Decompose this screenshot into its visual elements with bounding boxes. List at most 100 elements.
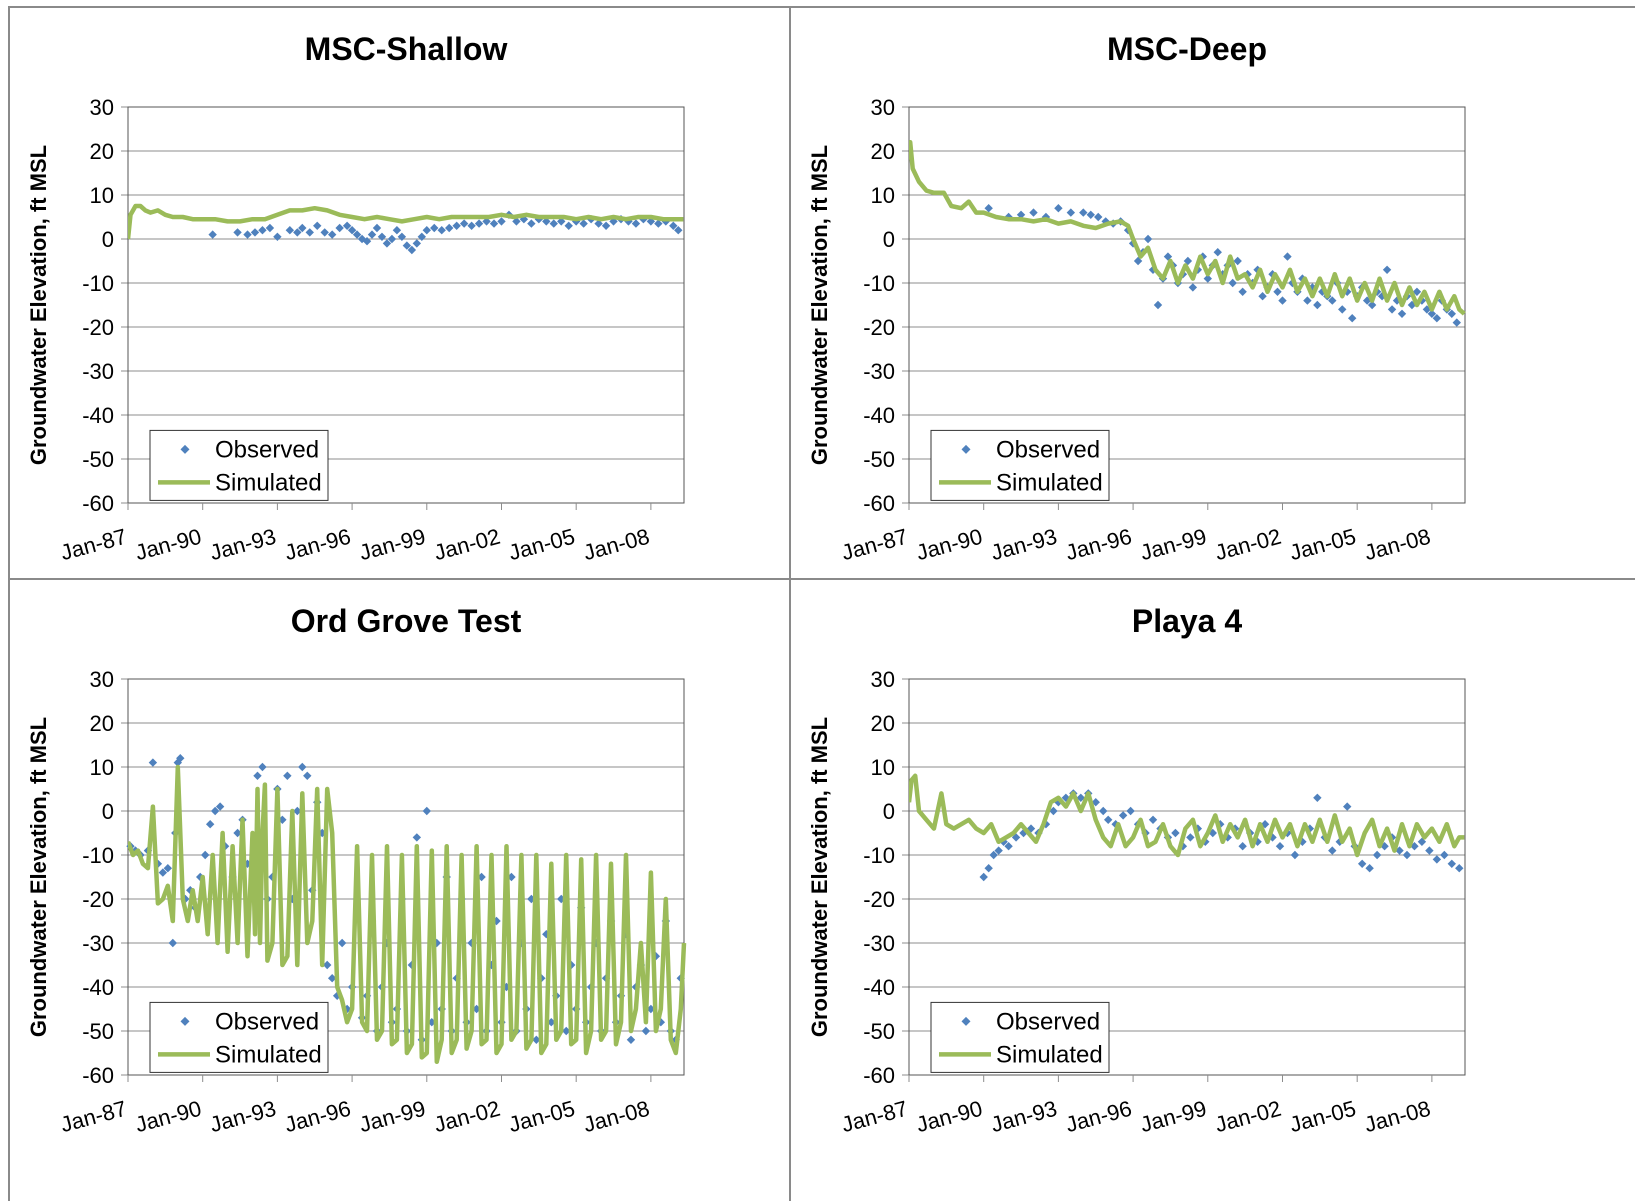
chart-title: Ord Grove Test [291,603,522,639]
data-point [989,850,998,860]
data-point [258,226,267,235]
data-point [1395,846,1404,855]
data-point [205,820,215,829]
data-point [352,230,362,239]
data-point [422,806,431,816]
data-point [1427,309,1437,318]
data-point [168,938,178,948]
data-point [1238,842,1247,851]
data-point [984,864,993,873]
data-point [382,239,392,248]
data-point [1133,256,1143,266]
y-tick-label: 30 [871,667,895,692]
data-point [322,960,332,970]
data-point [417,232,427,241]
y-tick-label: -20 [863,887,895,912]
data-point [1328,296,1337,305]
data-point [1348,314,1357,323]
data-point [285,226,295,235]
data-point [283,771,292,780]
y-tick-label: -50 [82,1019,114,1044]
x-tick-label: Jan-02 [1212,1096,1283,1138]
y-tick-label: -40 [82,403,114,428]
y-tick-label: 0 [883,799,895,824]
data-point [303,771,312,780]
data-point [265,223,275,233]
data-point [253,771,262,780]
x-tick-label: Jan-96 [1063,524,1134,566]
data-point [298,223,307,233]
data-point [362,237,372,246]
data-point [210,806,220,816]
x-tick-label: Jan-93 [207,1096,278,1138]
y-tick-label: -50 [863,1019,895,1044]
chart-panel-ord-grove-test: Ord Grove Test Groundwater Elevation, ft … [8,578,791,1201]
data-point [547,1018,556,1027]
y-axis-label: Groundwater Elevation, ft MSL [26,717,51,1037]
chart-panel-msc-deep: MSC-Deep Groundwater Elevation, ft MSL 30 2… [789,6,1635,580]
legend-simulated-label: Simulated [215,469,322,496]
chart-ord-grove-test: Ord Grove Test Groundwater Elevation, ft … [26,603,687,1138]
data-point [1188,283,1198,292]
data-point [1148,815,1158,824]
data-point [1193,824,1203,833]
data-point [250,228,260,237]
y-tick-label: -10 [82,271,114,296]
data-point [549,219,558,228]
data-point [654,219,663,228]
plot-frame [908,106,1466,504]
data-point [208,230,217,239]
y-tick-label: -50 [863,447,895,472]
data-point [320,228,329,237]
data-point [512,217,521,226]
y-tick-label: 20 [871,711,895,736]
x-tick-label: Jan-08 [1362,1096,1433,1138]
y-tick-label: -30 [863,931,895,956]
data-point [313,221,322,230]
data-point [474,219,484,228]
data-point [422,226,431,235]
y-tick-label: -20 [82,315,114,340]
data-point [1305,824,1315,833]
legend-observed-marker [961,444,971,454]
data-point [372,223,382,233]
x-tick-label: Jan-08 [1362,524,1433,566]
y-tick-label: -40 [863,403,895,428]
chart-title: MSC-Shallow [305,31,508,67]
data-point [527,219,536,228]
x-tick-label: Jan-93 [988,524,1059,566]
legend-box [149,429,329,501]
x-tick-label: Jan-02 [431,1096,502,1138]
data-point [452,221,461,230]
data-point [215,802,225,811]
data-point [335,223,344,233]
y-tick-label: -30 [863,359,895,384]
y-tick-label: 10 [90,183,114,208]
x-tick-label: Jan-08 [581,524,652,566]
y-axis-label: Groundwater Elevation, ft MSL [26,145,51,465]
legend-simulated-label: Simulated [996,1041,1103,1068]
y-tick-label: -20 [82,887,114,912]
y-tick-label: 20 [90,711,114,736]
chart-title: MSC-Deep [1107,31,1267,67]
chart-playa-4: Playa 4 Groundwater Elevation, ft MSL 30 20… [807,603,1466,1138]
legend-observed-label: Observed [215,1008,319,1035]
data-point [489,219,499,228]
data-point [1183,256,1193,266]
legend: Observed Simulated [149,429,329,501]
data-point [594,219,603,228]
data-point [1447,859,1457,868]
x-tick-label: Jan-90 [914,524,985,566]
plot-frame [127,106,685,504]
legend-box [149,1001,329,1073]
x-tick-label: Jan-90 [914,1096,985,1138]
data-point [293,228,302,237]
data-point [1338,305,1347,314]
data-point [1313,300,1322,310]
x-tick-label: Jan-87 [839,524,910,566]
x-tick-label: Jan-08 [581,1096,652,1138]
data-point [1397,309,1407,318]
y-tick-label: 20 [871,139,895,164]
data-point [412,833,422,842]
y-tick-label: 20 [90,139,114,164]
